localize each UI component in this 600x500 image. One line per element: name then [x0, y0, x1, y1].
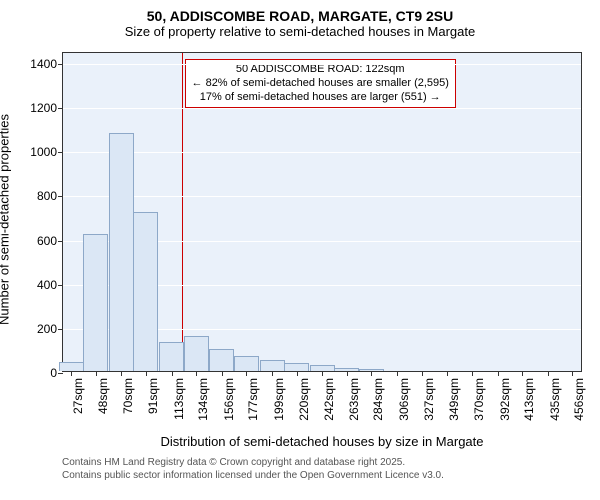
x-tick-mark [272, 371, 273, 376]
x-tick-label: 327sqm [422, 378, 436, 421]
x-tick-label: 113sqm [172, 378, 186, 420]
annotation-box: 50 ADDISCOMBE ROAD: 122sqm← 82% of semi-… [185, 59, 456, 108]
x-tick-label: 456sqm [572, 378, 586, 421]
x-tick-label: 91sqm [146, 378, 160, 414]
x-tick-mark [347, 371, 348, 376]
x-tick-label: 134sqm [196, 378, 210, 421]
x-tick-label: 177sqm [246, 378, 260, 421]
histogram-bar [260, 360, 285, 371]
y-tick-label: 200 [37, 322, 63, 336]
grid-line [63, 196, 581, 197]
histogram-bar [159, 342, 184, 371]
histogram-bar [284, 363, 309, 371]
chart-title: 50, ADDISCOMBE ROAD, MARGATE, CT9 2SU [0, 0, 600, 24]
histogram-bar [133, 212, 158, 371]
y-tick-label: 400 [37, 278, 63, 292]
x-tick-mark [222, 371, 223, 376]
annotation-line: 50 ADDISCOMBE ROAD: 122sqm [192, 63, 449, 77]
x-tick-label: 70sqm [121, 378, 135, 414]
y-tick-label: 1000 [30, 145, 63, 159]
x-tick-mark [371, 371, 372, 376]
annotation-line: ← 82% of semi-detached houses are smalle… [192, 77, 449, 91]
x-tick-mark [297, 371, 298, 376]
x-tick-mark [246, 371, 247, 376]
reference-line [182, 53, 183, 371]
x-tick-mark [172, 371, 173, 376]
x-tick-label: 156sqm [222, 378, 236, 421]
x-tick-label: 220sqm [297, 378, 311, 421]
x-tick-label: 413sqm [522, 378, 536, 421]
x-tick-label: 392sqm [498, 378, 512, 421]
annotation-line: 17% of semi-detached houses are larger (… [192, 91, 449, 105]
plot-area: 50 ADDISCOMBE ROAD: 122sqm← 82% of semi-… [62, 52, 582, 372]
x-tick-mark [522, 371, 523, 376]
y-tick-label: 800 [37, 189, 63, 203]
attribution-line: Contains HM Land Registry data © Crown c… [62, 456, 444, 469]
y-tick-label: 1400 [30, 57, 63, 71]
x-tick-label: 199sqm [272, 378, 286, 421]
x-tick-mark [498, 371, 499, 376]
histogram-bar [59, 362, 84, 371]
y-axis-label: Number of semi-detached properties [0, 60, 12, 380]
grid-line [63, 64, 581, 65]
x-tick-label: 306sqm [397, 378, 411, 421]
x-tick-mark [422, 371, 423, 376]
chart-container: 50, ADDISCOMBE ROAD, MARGATE, CT9 2SU Si… [0, 0, 600, 500]
x-tick-mark [472, 371, 473, 376]
grid-line [63, 152, 581, 153]
x-tick-label: 48sqm [96, 378, 110, 414]
x-tick-mark [121, 371, 122, 376]
chart-subtitle: Size of property relative to semi-detach… [0, 24, 600, 43]
histogram-bar [184, 336, 209, 371]
attribution-text: Contains HM Land Registry data © Crown c… [62, 456, 444, 482]
x-tick-mark [447, 371, 448, 376]
attribution-line: Contains public sector information licen… [62, 469, 444, 482]
grid-line [63, 108, 581, 109]
histogram-bar [234, 356, 259, 371]
x-tick-label: 284sqm [371, 378, 385, 421]
x-tick-label: 263sqm [347, 378, 361, 421]
histogram-bar [83, 234, 108, 371]
x-tick-mark [322, 371, 323, 376]
x-axis-label: Distribution of semi-detached houses by … [62, 434, 582, 449]
y-tick-label: 600 [37, 234, 63, 248]
x-tick-label: 27sqm [71, 378, 85, 414]
x-tick-label: 349sqm [447, 378, 461, 421]
histogram-bar [209, 349, 234, 371]
x-tick-mark [146, 371, 147, 376]
x-tick-label: 435sqm [548, 378, 562, 421]
x-tick-mark [548, 371, 549, 376]
x-tick-mark [96, 371, 97, 376]
histogram-bar [109, 133, 134, 371]
x-tick-mark [572, 371, 573, 376]
x-tick-label: 370sqm [472, 378, 486, 421]
x-tick-mark [71, 371, 72, 376]
y-tick-label: 1200 [30, 101, 63, 115]
x-tick-label: 242sqm [322, 378, 336, 421]
x-tick-mark [397, 371, 398, 376]
x-tick-mark [196, 371, 197, 376]
